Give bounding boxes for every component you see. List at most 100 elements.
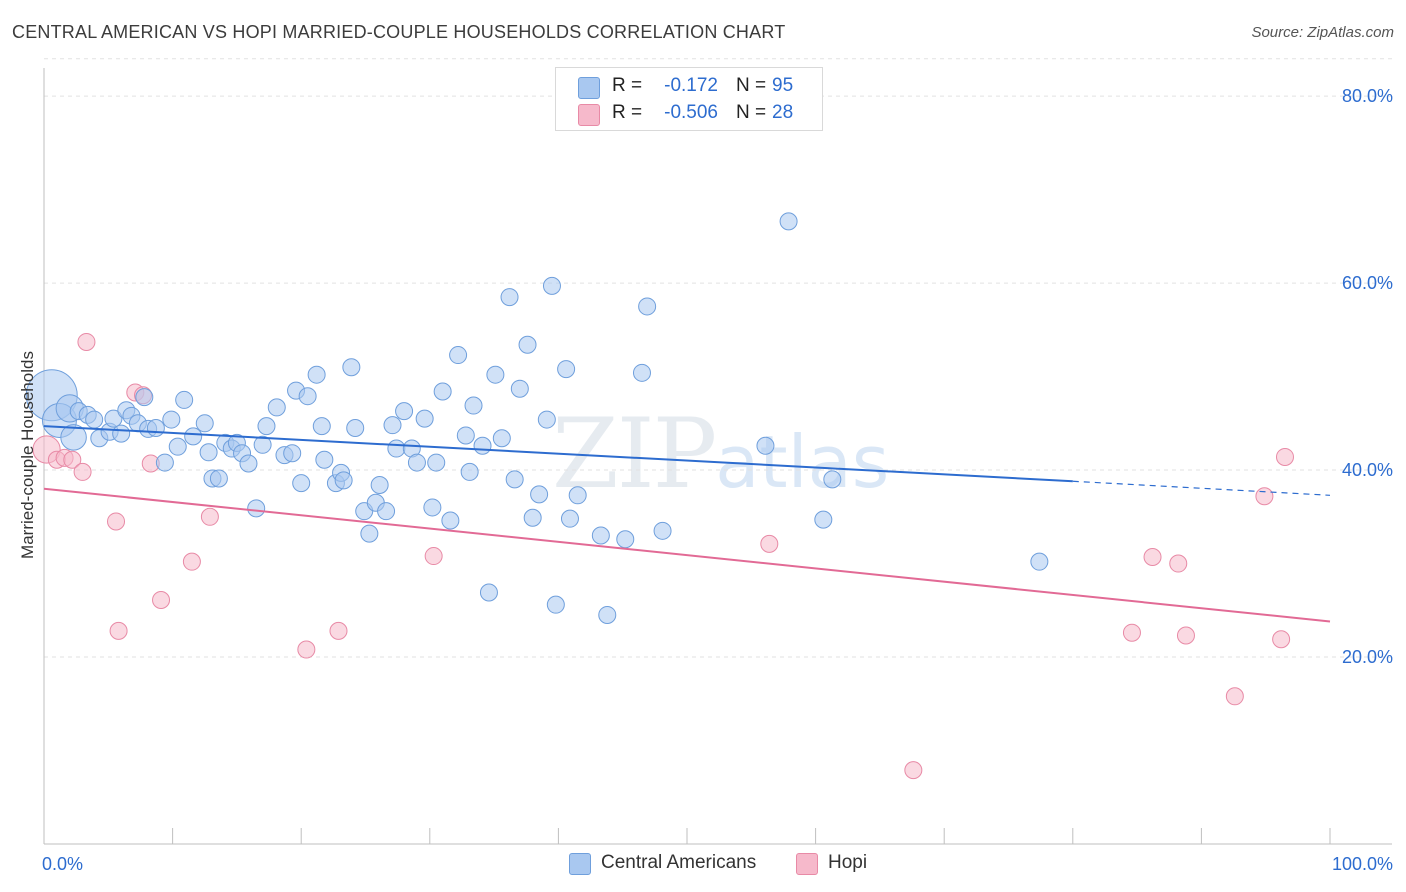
central-americans-point: [492, 429, 511, 448]
central-americans-point: [510, 379, 529, 398]
hopi-point: [1272, 630, 1291, 649]
central-americans-point: [557, 360, 576, 379]
bottom-legend-label: Central Americans: [601, 852, 757, 873]
central-americans-point: [175, 390, 194, 409]
central-americans-point: [415, 409, 434, 428]
central-americans-point: [433, 382, 452, 401]
correlation-legend: R = -0.172 N = 95 R = -0.506 N = 28: [555, 67, 823, 131]
central-americans-point: [155, 453, 174, 472]
hopi-point: [77, 332, 96, 351]
chart-source: Source: ZipAtlas.com: [1251, 24, 1394, 41]
central-americans-point: [360, 524, 379, 543]
central-americans-point: [112, 424, 131, 443]
central-americans-point: [568, 486, 587, 505]
legend-r-label: R =: [612, 102, 643, 123]
central-americans-point: [423, 498, 442, 517]
central-americans-point: [135, 388, 154, 407]
central-americans-point: [253, 435, 272, 454]
central-americans-point: [823, 470, 842, 489]
central-americans-point: [346, 418, 365, 437]
hopi-point: [73, 462, 92, 481]
central-americans-point: [315, 450, 334, 469]
central-americans-point: [312, 417, 331, 436]
hopi-point: [904, 761, 923, 780]
central-americans-point: [616, 530, 635, 549]
hopi-point: [1275, 447, 1294, 466]
central-americans-point: [146, 418, 165, 437]
y-tick-label: 60.0%: [1342, 273, 1393, 293]
hopi-point: [152, 590, 171, 609]
central-americans-point: [460, 462, 479, 481]
hopi-point: [1176, 626, 1195, 645]
central-americans-point: [518, 335, 537, 354]
central-americans-points: [25, 212, 1049, 624]
central-americans-point: [632, 363, 651, 382]
central-americans-point: [292, 474, 311, 493]
y-tick-label: 80.0%: [1342, 86, 1393, 106]
hopi-point: [760, 534, 779, 553]
hopi-point: [329, 621, 348, 640]
central-americans-point: [530, 485, 549, 504]
central-americans-point: [449, 346, 468, 365]
central-americans-point: [199, 443, 218, 462]
hopi-point: [1225, 687, 1244, 706]
central-americans-point: [162, 410, 181, 429]
grid-lines: [44, 58, 1392, 658]
hopi-point: [63, 450, 82, 469]
central-americans-point: [307, 365, 326, 384]
central-americans-point: [257, 417, 276, 436]
central-americans-point: [505, 470, 524, 489]
legend-swatch-pink: [578, 104, 600, 126]
central-americans-point: [184, 427, 203, 446]
x-tick-label: 100.0%: [1332, 854, 1393, 874]
central-americans-trend-extension: [1072, 480, 1331, 496]
central-americans-trend-line: [43, 425, 1073, 483]
hopi-point: [182, 552, 201, 571]
central-americans-point: [387, 439, 406, 458]
central-americans-point: [598, 605, 617, 624]
central-americans-point: [546, 595, 565, 614]
y-tick-label: 20.0%: [1342, 647, 1393, 667]
central-americans-point: [85, 410, 104, 429]
central-americans-point: [653, 521, 672, 540]
hopi-trend-line: [43, 487, 1331, 623]
legend-r-value: -0.506: [664, 102, 718, 123]
central-americans-point: [500, 288, 519, 307]
bottom-legend-label: Hopi: [828, 852, 868, 873]
watermark-atlas: atlas: [715, 420, 890, 504]
central-americans-point: [209, 469, 228, 488]
central-americans-point: [195, 414, 214, 433]
chart-title: CENTRAL AMERICAN VS HOPI MARRIED-COUPLE …: [12, 22, 786, 42]
legend-r-value: -0.172: [664, 75, 718, 96]
central-americans-point: [427, 453, 446, 472]
central-americans-point: [560, 509, 579, 528]
central-americans-point: [247, 499, 266, 518]
hopi-point: [109, 621, 128, 640]
central-americans-point: [342, 358, 361, 377]
central-americans-point: [591, 526, 610, 545]
central-americans-point: [267, 398, 286, 417]
legend-swatch-blue: [578, 77, 600, 99]
x-tick-label: 0.0%: [42, 854, 83, 874]
bottom-legend-swatch-blue: [569, 853, 591, 875]
central-americans-point: [537, 410, 556, 429]
central-americans-point: [756, 436, 775, 455]
legend-n-label: N =: [736, 102, 767, 123]
central-americans-point: [814, 510, 833, 529]
hopi-point: [297, 640, 316, 659]
central-americans-point: [370, 476, 389, 495]
hopi-point: [424, 547, 443, 566]
hopi-point: [1143, 547, 1162, 566]
central-americans-point: [779, 212, 798, 231]
hopi-point: [1255, 487, 1274, 506]
legend-n-label: N =: [736, 75, 767, 96]
central-americans-point: [239, 454, 258, 473]
hopi-point: [107, 512, 126, 531]
central-americans-point: [334, 471, 353, 490]
central-americans-point: [60, 424, 87, 451]
central-americans-point: [456, 426, 475, 445]
central-americans-point: [464, 396, 483, 415]
central-americans-point: [104, 409, 123, 428]
